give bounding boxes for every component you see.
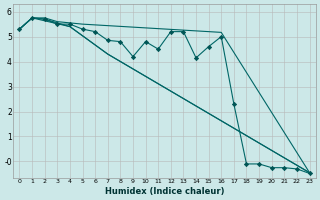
X-axis label: Humidex (Indice chaleur): Humidex (Indice chaleur)	[105, 187, 224, 196]
